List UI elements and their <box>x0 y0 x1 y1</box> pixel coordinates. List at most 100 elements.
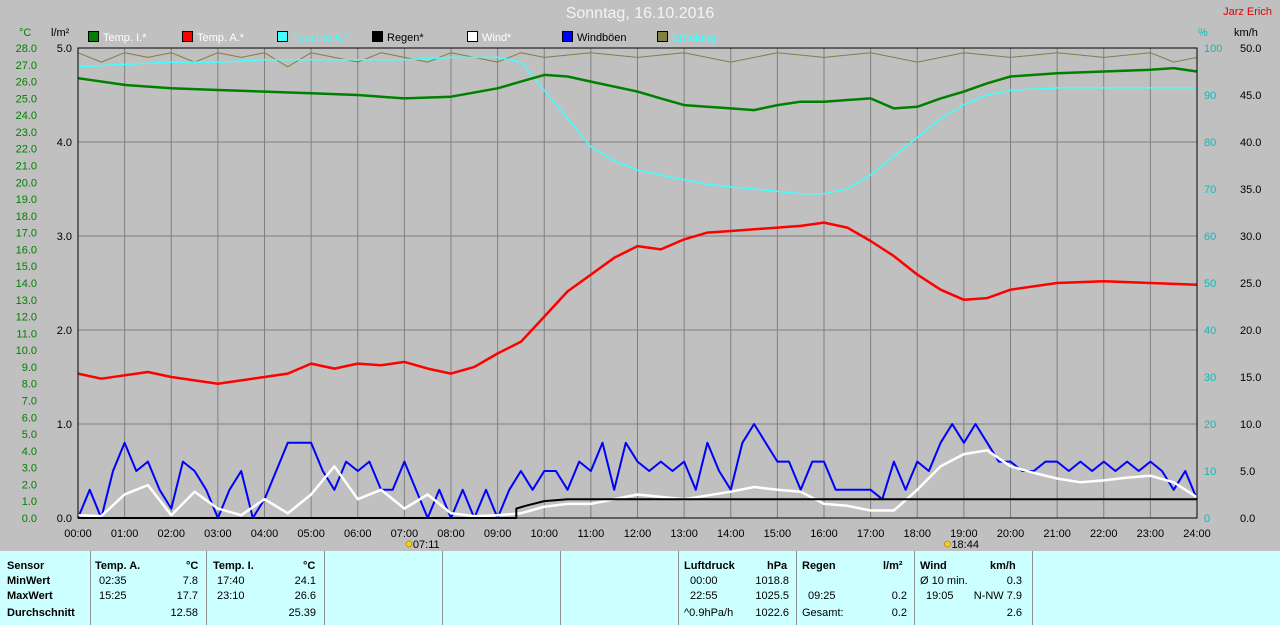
temp-tick-label: 10.0 <box>16 345 37 357</box>
rain-tick-label: 2.0 <box>57 325 72 337</box>
series-line-1 <box>77 221 1198 385</box>
wind-tick-label: 50.0 <box>1240 43 1261 55</box>
wind-tick-label: 10.0 <box>1240 419 1261 431</box>
x-tick-label: 12:00 <box>624 528 652 540</box>
temp-i-avg: 25.39 <box>288 607 316 619</box>
wind-tick-label: 30.0 <box>1240 231 1261 243</box>
x-tick-label: 07:00 <box>391 528 419 540</box>
x-tick-label: 13:00 <box>670 528 698 540</box>
x-tick-label: 01:00 <box>111 528 139 540</box>
temp-tick-label: 11.0 <box>16 328 37 340</box>
x-tick-label: 02:00 <box>157 528 185 540</box>
legend-item-temp-a[interactable]: Temp. A.* <box>182 31 244 44</box>
temp-a-avg: 12.58 <box>170 607 198 619</box>
temp-tick-label: 5.0 <box>22 429 37 441</box>
series-line-2 <box>77 56 1197 195</box>
temp-tick-label: 6.0 <box>22 412 37 424</box>
wind-tick-label: 45.0 <box>1240 90 1261 102</box>
temp-tick-label: 3.0 <box>22 463 37 475</box>
sunset-label: 18:44 <box>951 539 979 551</box>
temp-tick-label: 9.0 <box>22 362 37 374</box>
rain-total-val: 0.2 <box>891 607 907 619</box>
legend-swatch <box>467 31 478 42</box>
wind-tick-label: 25.0 <box>1240 278 1261 290</box>
chart-title: Sonntag, 16.10.2016 <box>565 5 715 22</box>
legend-swatch <box>88 31 99 42</box>
temp-tick-label: 2.0 <box>22 479 37 491</box>
x-tick-label: 00:00 <box>64 528 92 540</box>
x-tick-label: 09:00 <box>484 528 512 540</box>
x-tick-label: 20:00 <box>997 528 1025 540</box>
temp-tick-label: 27.0 <box>16 60 37 72</box>
humidity-tick-label: 10 <box>1204 466 1216 478</box>
temp-tick-label: 23.0 <box>16 127 37 139</box>
legend-label: Temp. I.* <box>103 32 147 44</box>
row-label-min: MinWert <box>7 575 51 587</box>
rain-tick-label: 1.0 <box>57 419 72 431</box>
temp-a-min-val: 7.8 <box>182 575 198 587</box>
x-tick-label: 15:00 <box>764 528 792 540</box>
x-tick-label: 05:00 <box>297 528 325 540</box>
pressure-trend-val: 1022.6 <box>755 607 789 619</box>
x-tick-label: 10:00 <box>530 528 558 540</box>
wind-max-time: 19:05 <box>926 590 954 602</box>
temp-axis-unit: °C <box>19 27 32 39</box>
rain-val: 0.2 <box>891 590 907 602</box>
legend-label: Windböen <box>577 32 627 44</box>
legend-label: Temp. A.* <box>197 32 245 44</box>
x-tick-label: 11:00 <box>578 528 605 540</box>
humidity-tick-label: 60 <box>1204 231 1216 243</box>
x-tick-label: 08:00 <box>437 528 465 540</box>
stats-table: Sensor MinWert MaxWert Durchschnitt Temp… <box>0 551 1280 625</box>
pressure-max-val: 1025.5 <box>755 590 789 602</box>
temp-tick-label: 0.0 <box>22 513 37 525</box>
rain-axis-unit: l/m² <box>51 27 70 39</box>
temp-a-unit: °C <box>186 560 199 572</box>
temp-tick-label: 18.0 <box>16 211 37 223</box>
wind-tick-label: 35.0 <box>1240 184 1261 196</box>
temp-tick-label: 8.0 <box>22 379 37 391</box>
x-tick-label: 04:00 <box>251 528 279 540</box>
x-tick-label: 22:00 <box>1090 528 1118 540</box>
humidity-tick-label: 40 <box>1204 325 1216 337</box>
legend-item-rain[interactable]: Regen* <box>372 31 424 44</box>
x-tick-label: 19:00 <box>950 528 978 540</box>
rain-unit: l/m² <box>883 560 903 572</box>
sunrise-label: 07:11 <box>413 539 440 551</box>
temp-a-max-val: 17.7 <box>176 590 198 602</box>
pressure-max-time: 22:55 <box>690 590 718 602</box>
temp-i-header: Temp. I. <box>213 560 254 572</box>
wind-tick-label: 0.0 <box>1240 513 1255 525</box>
wind-axis-unit: km/h <box>1234 27 1258 39</box>
legend-item-recovery[interactable]: Erholung <box>657 31 716 44</box>
humidity-tick-label: 70 <box>1204 184 1216 196</box>
temp-i-max-val: 26.6 <box>294 590 316 602</box>
humidity-tick-label: 30 <box>1204 372 1216 384</box>
x-tick-label: 18:00 <box>903 528 931 540</box>
x-tick-label: 16:00 <box>810 528 838 540</box>
x-tick-label: 23:00 <box>1137 528 1165 540</box>
legend-item-temp-i[interactable]: Temp. I.* <box>88 31 146 44</box>
temp-a-min-time: 02:35 <box>99 575 127 587</box>
wind-tick-label: 20.0 <box>1240 325 1261 337</box>
temp-tick-label: 21.0 <box>16 161 37 173</box>
temp-tick-label: 20.0 <box>16 177 37 189</box>
rain-total-label: Gesamt: <box>802 607 844 619</box>
temp-tick-label: 7.0 <box>22 396 37 408</box>
humidity-tick-label: 0 <box>1204 513 1210 525</box>
chart-grid <box>77 47 1198 519</box>
temp-tick-label: 14.0 <box>16 278 37 290</box>
temp-i-min-val: 24.1 <box>294 575 316 587</box>
temp-tick-label: 25.0 <box>16 93 37 105</box>
legend-item-gusts[interactable]: Windböen <box>562 31 627 44</box>
row-label-max: MaxWert <box>7 590 53 602</box>
sensor-header: Sensor <box>7 560 45 572</box>
legend-item-wind[interactable]: Wind* <box>467 31 511 44</box>
temp-tick-label: 1.0 <box>22 496 37 508</box>
temp-tick-label: 12.0 <box>16 312 37 324</box>
legend-label: Regen* <box>387 32 424 44</box>
wind-mean: 2.6 <box>1006 607 1022 619</box>
pressure-unit: hPa <box>767 560 788 572</box>
legend-item-humidity[interactable]: Feuchte A.* <box>277 31 349 44</box>
temp-tick-label: 24.0 <box>16 110 37 122</box>
